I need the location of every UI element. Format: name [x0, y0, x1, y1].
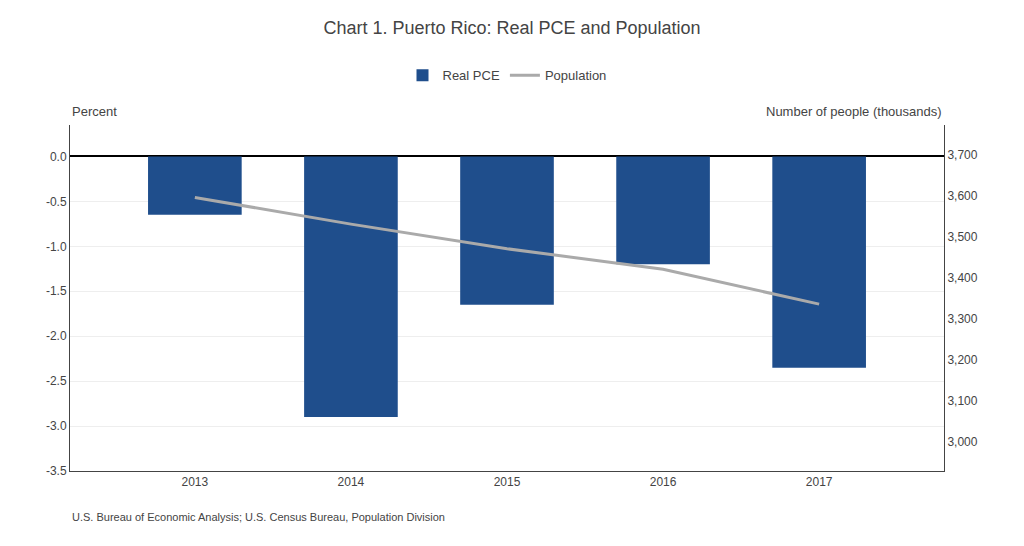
svg-text:-3.5: -3.5: [46, 464, 67, 478]
svg-text:3,700: 3,700: [947, 148, 977, 162]
svg-text:0.0: 0.0: [50, 150, 67, 164]
svg-text:Percent: Percent: [72, 104, 117, 119]
svg-text:3,100: 3,100: [947, 394, 977, 408]
svg-text:-1.5: -1.5: [46, 284, 67, 298]
svg-text:Chart 1. Puerto Rico: Real PCE: Chart 1. Puerto Rico: Real PCE and Popul…: [323, 18, 700, 38]
svg-text:3,400: 3,400: [947, 271, 977, 285]
svg-text:2015: 2015: [494, 475, 521, 489]
svg-text:Number of people (thousands): Number of people (thousands): [766, 104, 942, 119]
svg-text:2013: 2013: [182, 475, 209, 489]
svg-text:U.S. Bureau of Economic Analys: U.S. Bureau of Economic Analysis; U.S. C…: [72, 511, 445, 523]
svg-text:-2.5: -2.5: [46, 374, 67, 388]
svg-text:2017: 2017: [806, 475, 833, 489]
svg-text:-3.0: -3.0: [46, 419, 67, 433]
svg-text:-0.5: -0.5: [46, 195, 67, 209]
svg-text:Real PCE: Real PCE: [443, 68, 500, 83]
svg-text:-1.0: -1.0: [46, 240, 67, 254]
svg-text:3,200: 3,200: [947, 353, 977, 367]
svg-text:3,600: 3,600: [947, 189, 977, 203]
svg-text:3,000: 3,000: [947, 435, 977, 449]
svg-text:3,300: 3,300: [947, 312, 977, 326]
svg-text:Population: Population: [545, 68, 606, 83]
svg-text:2016: 2016: [650, 475, 677, 489]
svg-text:-2.0: -2.0: [46, 329, 67, 343]
svg-text:2014: 2014: [338, 475, 365, 489]
svg-text:3,500: 3,500: [947, 230, 977, 244]
